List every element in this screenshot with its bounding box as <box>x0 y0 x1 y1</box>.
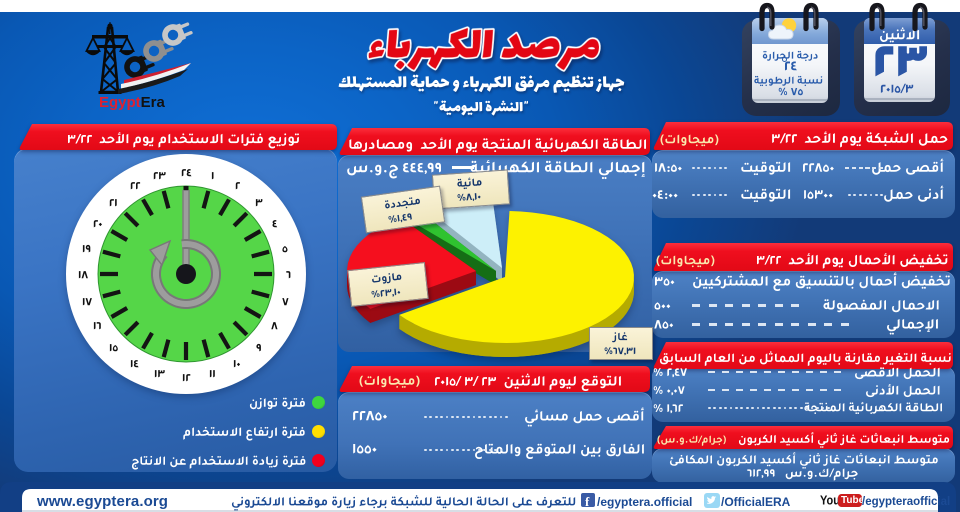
svg-text:EgyptEra: EgyptEra <box>99 94 166 111</box>
